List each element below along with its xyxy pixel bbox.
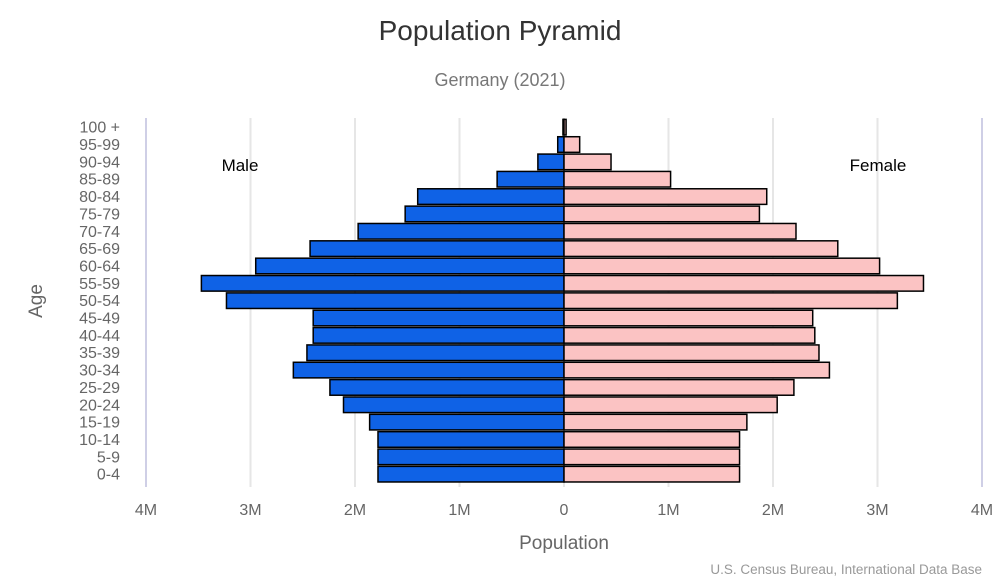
bar-male-85-89: [496, 170, 565, 188]
bar-female-85-89: [563, 170, 672, 188]
x-axis-title: Population: [519, 533, 609, 554]
bar-female-10-14: [563, 430, 741, 449]
bar-female-65-69: [563, 240, 839, 258]
y-tick-label: 30-34: [79, 363, 120, 380]
bar-male-45-49: [312, 309, 565, 327]
bar-male-30-34: [292, 361, 565, 379]
y-tick-label: 65-69: [79, 241, 120, 258]
male-label: Male: [222, 156, 259, 175]
bar-male-70-74: [357, 222, 565, 240]
bar-female-100+: [563, 118, 567, 136]
y-tick-label: 70-74: [79, 224, 120, 241]
y-tick-label: 100 +: [80, 120, 120, 137]
bar-male-80-84: [416, 188, 565, 206]
y-tick-label: 55-59: [79, 276, 120, 293]
bar-male-35-39: [306, 344, 565, 362]
bar-female-35-39: [563, 344, 820, 362]
y-tick-labels: 0-45-910-1415-1920-2425-2930-3435-3940-4…: [79, 120, 120, 484]
bar-male-65-69: [309, 240, 565, 258]
bar-male-95-99: [556, 135, 565, 154]
x-tick-label: 1M: [657, 502, 679, 519]
bar-male-0-4: [377, 465, 565, 483]
bar-male-20-24: [342, 396, 565, 414]
y-tick-label: 25-29: [79, 380, 120, 397]
bar-female-95-99: [563, 135, 581, 154]
y-tick-label: 45-49: [79, 311, 120, 328]
bar-female-50-54: [563, 292, 899, 310]
y-tick-label: 75-79: [79, 206, 120, 223]
y-tick-label: 10-14: [79, 432, 120, 449]
female-label: Female: [850, 156, 907, 175]
bar-female-15-19: [563, 413, 748, 431]
y-axis-title: Age: [26, 284, 47, 318]
bar-female-90-94: [563, 153, 612, 171]
bar-male-60-64: [254, 257, 565, 275]
chart-title: Population Pyramid: [379, 15, 622, 46]
bar-female-60-64: [563, 257, 881, 275]
bar-female-20-24: [563, 396, 778, 414]
y-tick-label: 20-24: [79, 397, 120, 414]
bar-female-5-9: [563, 448, 741, 466]
y-tick-label: 90-94: [79, 154, 120, 171]
y-tick-label: 95-99: [79, 137, 120, 154]
y-tick-label: 0-4: [97, 467, 120, 484]
bar-female-75-79: [563, 205, 761, 223]
bar-female-45-49: [563, 309, 814, 327]
bar-male-55-59: [200, 274, 565, 292]
x-tick-label: 3M: [866, 502, 888, 519]
x-tick-label: 2M: [762, 502, 784, 519]
bar-male-5-9: [377, 448, 565, 466]
bar-male-90-94: [537, 153, 565, 171]
bar-male-40-44: [312, 326, 565, 344]
bar-male-15-19: [368, 413, 565, 431]
source-caption: U.S. Census Bureau, International Data B…: [710, 562, 982, 577]
y-tick-label: 35-39: [79, 345, 120, 362]
x-tick-label: 3M: [239, 502, 261, 519]
bar-female-70-74: [563, 222, 797, 240]
bar-female-55-59: [563, 274, 925, 292]
x-tick-label: 1M: [448, 502, 470, 519]
bar-female-0-4: [563, 465, 741, 483]
x-tick-label: 4M: [135, 502, 157, 519]
y-tick-label: 15-19: [79, 415, 120, 432]
bar-female-25-29: [563, 378, 795, 396]
bar-male-75-79: [404, 205, 565, 223]
bars-group: [200, 118, 925, 483]
x-tick-label: 0: [560, 502, 569, 519]
y-tick-label: 50-54: [79, 293, 120, 310]
bar-male-25-29: [329, 378, 565, 396]
bar-male-50-54: [225, 292, 565, 310]
y-tick-label: 85-89: [79, 172, 120, 189]
x-tick-labels: 4M 3M 2M 1M 0 1M 2M 3M 4M: [135, 502, 993, 519]
y-tick-label: 80-84: [79, 189, 120, 206]
bar-female-80-84: [563, 188, 768, 206]
y-tick-label: 40-44: [79, 328, 120, 345]
bar-female-40-44: [563, 326, 816, 344]
bar-male-10-14: [377, 430, 565, 449]
x-tick-label: 2M: [344, 502, 366, 519]
y-tick-label: 60-64: [79, 258, 120, 275]
chart-subtitle: Germany (2021): [434, 70, 565, 90]
y-tick-label: 5-9: [97, 449, 120, 466]
x-tick-label: 4M: [971, 502, 993, 519]
bar-female-30-34: [563, 361, 831, 379]
